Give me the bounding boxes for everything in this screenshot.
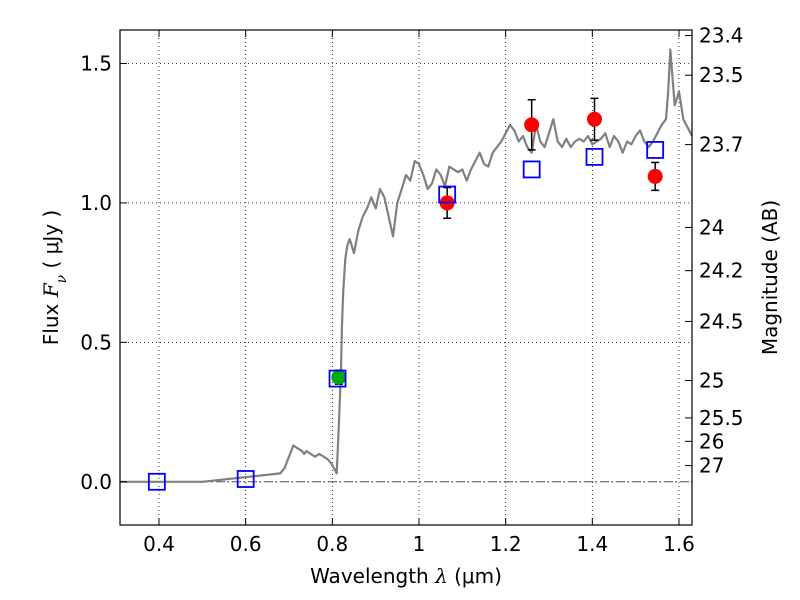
mag-tick-label: 25.5 — [699, 406, 744, 430]
plot-frame — [119, 29, 693, 526]
model-point — [328, 369, 347, 388]
y-label-unit: ( μJy ) — [39, 210, 63, 275]
observed-point — [587, 111, 602, 127]
observed-point — [331, 369, 347, 385]
y-tick-label: 1.5 — [80, 51, 112, 75]
model-point — [585, 147, 604, 166]
x-tick-label: 1.4 — [576, 532, 608, 556]
model-point — [236, 470, 255, 488]
observed-point — [647, 168, 663, 184]
model-point — [646, 141, 665, 159]
y-label-prefix: Flux — [39, 297, 63, 345]
mag-tick-label: 27 — [699, 454, 724, 478]
data-markers — [147, 97, 665, 491]
model-point — [522, 160, 541, 179]
x-tick-label: 0.6 — [230, 532, 262, 556]
mag-tick-label: 23.4 — [699, 24, 744, 48]
y-tick-label: 0.5 — [80, 330, 112, 354]
model-point — [147, 472, 166, 491]
mag-tick-label: 23.7 — [699, 133, 744, 157]
model-point — [438, 185, 457, 204]
mag-tick-label: 24 — [699, 215, 724, 239]
y-tick-label: 0.0 — [80, 470, 112, 494]
x-tick-label: 0.8 — [316, 532, 348, 556]
model-sed-curve — [120, 48, 693, 483]
model-sed-line — [120, 48, 693, 483]
x-tick-label: 0.4 — [143, 532, 175, 556]
x-tick-label: 1 — [413, 532, 426, 556]
observed-point — [524, 117, 540, 133]
y2-axis-label: Magnitude (AB) — [758, 200, 782, 355]
x-tick-label: 1.6 — [663, 532, 695, 556]
mag-tick-label: 23.5 — [699, 63, 744, 87]
mag-tick-label: 24.5 — [699, 309, 744, 333]
x-axis-label: Wavelength λ (μm) — [310, 564, 502, 588]
x-label-prefix: Wavelength — [310, 564, 435, 588]
grid-lines — [120, 30, 692, 525]
mag-tick-label: 24.2 — [699, 259, 744, 283]
mag-tick-label: 25 — [699, 369, 724, 393]
x-label-var: λ — [434, 564, 448, 588]
x-tick-label: 1.2 — [490, 532, 522, 556]
axis-ticks: 0.4 0.6 0.8 1 1.2 1.4 1.6 0.0 0.5 1.0 1.5 23.4 23.5 2… — [80, 24, 743, 556]
y-axis-label: Flux Fν ( μJy ) — [39, 210, 70, 345]
y-label-var: F — [39, 282, 63, 298]
x-label-unit: (μm) — [448, 564, 502, 588]
y-tick-label: 1.0 — [80, 191, 112, 215]
mag-tick-label: 26 — [699, 429, 724, 453]
y-label-sub: ν — [54, 274, 70, 283]
